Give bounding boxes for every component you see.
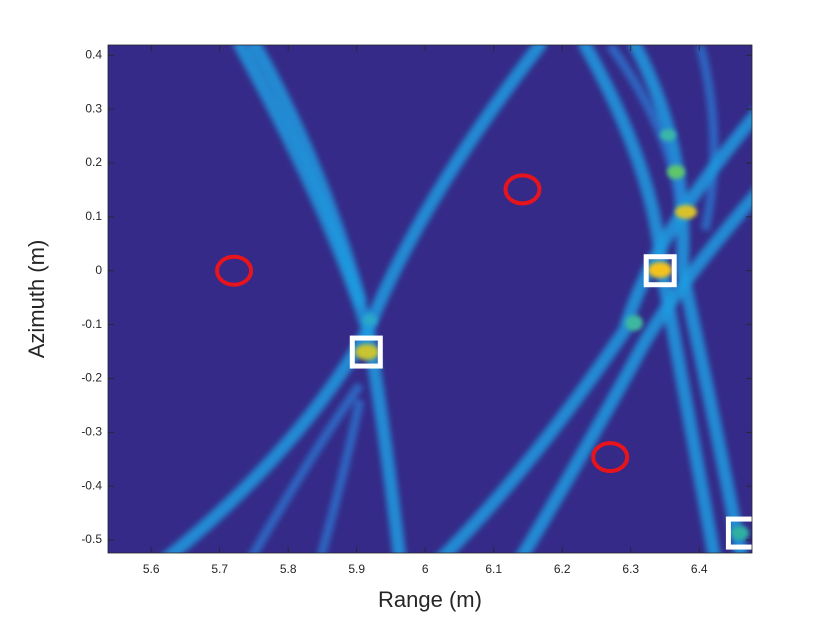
- x-tick-label: 6.2: [554, 562, 571, 576]
- y-tick-label: 0.1: [85, 209, 102, 223]
- x-tick-label: 6.3: [622, 562, 639, 576]
- x-tick-label: 6: [422, 562, 429, 576]
- x-tick-label: 5.7: [211, 562, 228, 576]
- x-tick-label: 6.4: [691, 562, 708, 576]
- x-tick-label: 5.6: [143, 562, 160, 576]
- y-tick-label: -0.4: [81, 478, 102, 492]
- square-marker: [643, 254, 677, 288]
- circle-marker: [503, 173, 542, 206]
- square-marker: [349, 335, 383, 369]
- square-marker: [725, 516, 752, 550]
- circle-marker: [215, 254, 254, 287]
- y-tick-label: 0.3: [85, 101, 102, 115]
- x-axis-title: Range (m): [378, 587, 482, 612]
- y-tick-label: -0.1: [81, 317, 102, 331]
- image-arcs: [163, 45, 752, 553]
- x-tick-label: 5.8: [280, 562, 297, 576]
- y-axis-title: Azimuth (m): [24, 240, 49, 359]
- y-tick-label: -0.3: [81, 425, 102, 439]
- plot-area: [108, 45, 752, 553]
- y-tick-label: -0.2: [81, 371, 102, 385]
- x-tick-label: 5.9: [348, 562, 365, 576]
- axes-box: [107, 44, 753, 554]
- circle-marker: [591, 441, 630, 474]
- y-tick-label: 0.2: [85, 155, 102, 169]
- y-tick-label: -0.5: [81, 532, 102, 546]
- markers: [215, 173, 752, 550]
- y-tick-label: 0.4: [85, 47, 102, 61]
- x-tick-label: 6.1: [485, 562, 502, 576]
- y-tick-label: 0: [95, 263, 102, 277]
